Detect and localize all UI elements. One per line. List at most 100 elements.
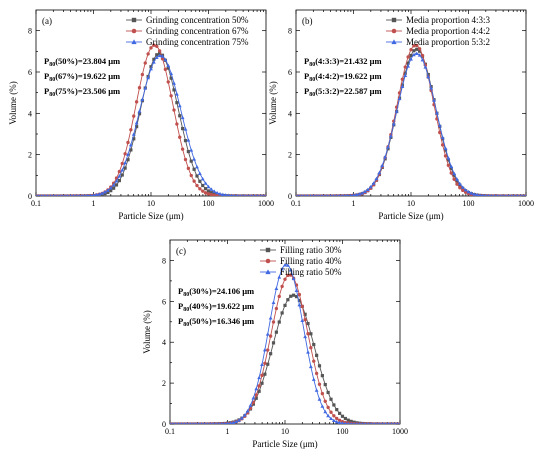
data-point (387, 422, 390, 424)
data-point (152, 57, 156, 61)
x-tick-label: 0.1 (165, 427, 175, 436)
data-point (335, 416, 339, 421)
data-point (134, 120, 139, 125)
data-point (289, 273, 293, 277)
data-point (166, 63, 171, 68)
p80-annotation: P80(4:3:3)=21.432 μm (304, 56, 382, 68)
x-tick-label: 100 (463, 199, 475, 208)
legend-entry-2: Grinding concentration 67% (126, 26, 249, 36)
data-point (134, 100, 139, 104)
data-point (303, 312, 307, 316)
x-axis-title: Particle Size (μm) (118, 211, 183, 221)
annotation-subscript: 80 (183, 322, 189, 328)
data-point (397, 96, 402, 101)
data-point (146, 52, 150, 56)
data-point (257, 389, 261, 393)
series-2 (170, 273, 400, 424)
series-line (170, 294, 400, 424)
data-point (374, 176, 379, 181)
data-point (334, 419, 339, 424)
data-point (463, 190, 468, 194)
data-point (241, 194, 245, 196)
data-point (181, 126, 185, 131)
data-point (254, 393, 258, 397)
data-point (259, 194, 262, 196)
data-point (234, 419, 239, 424)
data-point (36, 194, 38, 196)
data-point (475, 192, 479, 196)
data-point (120, 161, 124, 166)
data-point (204, 187, 208, 191)
data-point (434, 110, 439, 115)
data-point (300, 194, 303, 196)
data-point (192, 157, 197, 161)
data-point (172, 108, 176, 112)
data-point (478, 193, 482, 196)
data-point (178, 114, 182, 118)
data-point (201, 183, 205, 188)
data-point (257, 375, 262, 380)
data-point (440, 135, 445, 139)
series-3 (296, 51, 526, 196)
data-point (214, 422, 218, 424)
data-point (248, 403, 253, 407)
annotation-subscript: 80 (49, 77, 55, 83)
data-point (280, 311, 284, 315)
data-point (158, 51, 162, 56)
data-point (268, 316, 273, 320)
data-point (209, 193, 214, 196)
data-point (380, 163, 385, 167)
data-point (297, 298, 301, 303)
data-point (341, 421, 344, 424)
data-point (146, 75, 151, 80)
data-point (524, 194, 526, 196)
data-point (371, 181, 376, 185)
data-point (291, 276, 296, 281)
data-point (331, 418, 336, 423)
data-point (120, 173, 124, 177)
legend-entry-2: Filling ratio 40% (260, 256, 342, 266)
data-point (309, 332, 313, 336)
legend-entry-1: Media proportion 4:3:3 (386, 15, 490, 25)
data-point (230, 193, 233, 196)
data-point (212, 189, 217, 193)
data-point (197, 422, 200, 424)
data-point (294, 295, 299, 299)
data-point (231, 420, 236, 424)
data-point (137, 109, 142, 113)
legend-label: Filling ratio 50% (280, 267, 342, 277)
data-point (349, 421, 353, 424)
data-point (126, 140, 130, 145)
data-point (363, 189, 367, 194)
data-point (283, 263, 287, 267)
data-point (143, 86, 148, 90)
x-tick-label: 10 (281, 427, 289, 436)
data-point (183, 422, 186, 424)
data-point (449, 164, 454, 168)
data-point (266, 362, 270, 366)
data-point (306, 321, 310, 326)
data-point (320, 374, 324, 378)
annotation-prefix: P (178, 286, 183, 296)
data-point (446, 163, 451, 167)
data-point (209, 187, 214, 191)
series-3 (36, 53, 266, 196)
data-point (377, 170, 382, 175)
data-point (174, 422, 177, 424)
data-point (346, 418, 350, 422)
data-point (154, 55, 159, 60)
data-point (438, 130, 442, 135)
annotation-text: (50%)=23.804 μm (55, 56, 120, 66)
data-point (449, 171, 453, 175)
data-point (117, 169, 122, 174)
data-point (209, 191, 213, 195)
data-point (128, 142, 133, 147)
data-point (338, 411, 342, 415)
data-point (160, 57, 165, 61)
data-point (237, 418, 241, 422)
data-point (197, 171, 202, 175)
data-point (203, 191, 208, 195)
data-point (129, 148, 133, 152)
legend-marker (131, 39, 137, 45)
data-point (429, 85, 434, 90)
